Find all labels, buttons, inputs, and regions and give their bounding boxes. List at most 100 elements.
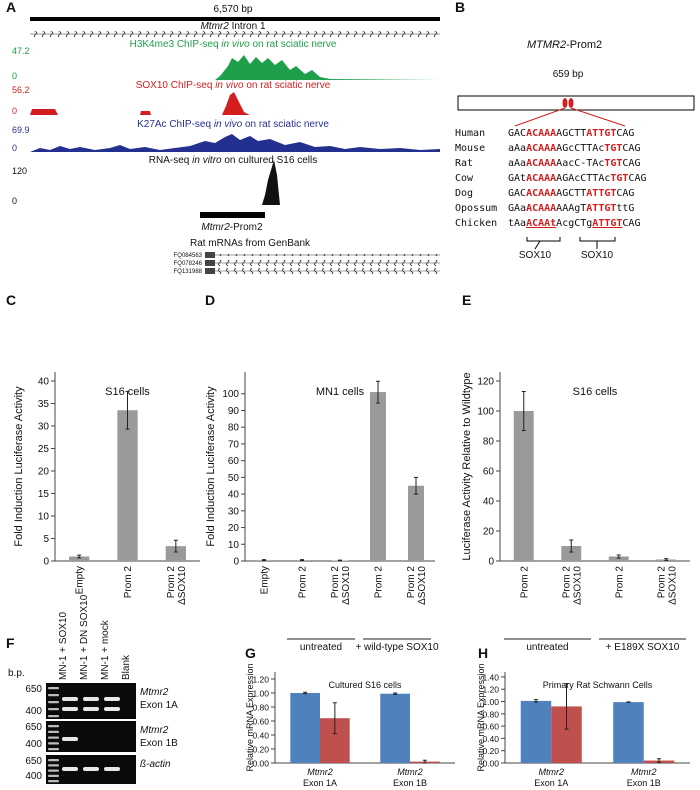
lane-label: MN-1 + mock (100, 619, 111, 680)
group-label: untreated (526, 642, 568, 653)
sequence-segment: AGCTT (556, 188, 586, 199)
error-bar (664, 558, 669, 561)
sequence-segment: AGCTT (556, 128, 586, 139)
x-tick-label: Prom 2 (374, 566, 385, 599)
y-tick-label: 80 (483, 437, 495, 448)
chart-title: Primary Rat Schwann Cells (543, 680, 653, 690)
blot-label: Exon 1A (140, 700, 178, 711)
sequence: tAaACAAtAcgCTgATTGTCAG (508, 218, 640, 229)
bar (520, 700, 552, 763)
sequence-segment: TGT (604, 143, 622, 154)
blot-label: Mtmr2 (140, 687, 169, 698)
y-tick-label: 0 (233, 557, 239, 568)
sequence-segment: ttG (616, 203, 634, 214)
y-tick-label: 1.00 (482, 697, 499, 707)
x-tick-label: Exon 1B (393, 778, 427, 788)
track-min: 0 (12, 196, 17, 206)
species: Dog (455, 188, 473, 199)
y-tick-label: 40 (38, 377, 50, 388)
ladder-band (48, 694, 59, 697)
y-tick-label: 0.00 (252, 759, 269, 769)
x-tick-label: Exon 1A (534, 778, 568, 788)
sequence: aAaACAAAAGcCTTAcTGTCAG (508, 143, 640, 154)
group-label: + E189X SOX10 (606, 642, 680, 653)
sequence: GACACAAAAGCTTATTGTCAG (508, 128, 634, 139)
ladder-band (48, 730, 59, 733)
ladder-band (48, 687, 59, 690)
sequence: GAtACAAAAGAcCTTAcTGTCAG (508, 173, 646, 184)
bar (608, 556, 629, 561)
blot-label: ß-actin (140, 759, 171, 770)
error-bar (300, 559, 304, 562)
blot-label: Exon 1B (140, 738, 178, 749)
gene-label: Mtmr2 Intron 1 (200, 21, 265, 32)
error-bar (533, 699, 538, 703)
sequence-segment: AGcCTTAc (556, 143, 604, 154)
sequence-segment: AGAcCTTAc (556, 173, 610, 184)
ladder-band (48, 701, 59, 704)
scale-label: 6,570 bp (214, 4, 253, 15)
track-label: RNA-seq in vitro on cultured S16 cells (149, 155, 317, 166)
error-bar (332, 702, 337, 735)
error-bar (657, 758, 662, 763)
ladder-band (48, 764, 59, 767)
bar (290, 693, 320, 763)
error-bar (422, 759, 427, 764)
ladder-band (48, 708, 59, 711)
y-axis-label: Luciferase Activity Relative to Wildtype (461, 372, 473, 560)
y-tick-label: 20 (483, 527, 495, 538)
sequence-segment: CAG (622, 158, 640, 169)
chart-title: Cultured S16 cells (328, 680, 402, 690)
error-bar (338, 559, 342, 562)
lane-label: Blank (121, 654, 132, 680)
gel-band (83, 767, 99, 771)
ladder-band (48, 742, 59, 745)
species: Chicken (455, 218, 497, 229)
sequence-segment: CAG (628, 173, 646, 184)
x-tick-label: Mtmr2 (307, 767, 333, 777)
y-tick-label: 70 (228, 439, 240, 450)
y-axis-label: Relative mRNA Expression (476, 663, 486, 771)
marker-label: 650 (25, 722, 42, 733)
promoter-label: Mtmr2-Prom2 (201, 222, 263, 233)
gel-band (104, 697, 120, 701)
y-tick-label: 60 (483, 467, 495, 478)
y-tick-label: 1.20 (482, 685, 499, 695)
species: Mouse (455, 143, 485, 154)
construct-box (457, 95, 695, 111)
track-min: 0 (12, 71, 17, 81)
error-bar (414, 476, 418, 495)
signal-track (30, 160, 280, 205)
gel-band (62, 707, 78, 711)
sequence-segment: ACAAA (526, 188, 556, 199)
sequence: GAaACAAAAAAgTATTGTttG (508, 203, 634, 214)
mrna-id: FQ131988 (174, 269, 203, 275)
sequence-segment: tAa (508, 218, 526, 229)
marker-label: 400 (25, 739, 42, 750)
ladder-band (48, 769, 59, 772)
error-bar (564, 683, 569, 730)
marker-label: 400 (25, 706, 42, 717)
gel-band (62, 697, 78, 701)
bar (408, 485, 424, 561)
sequence-segment: ACAAA (526, 158, 556, 169)
x-tick-label: Mtmr2 (539, 767, 565, 777)
bar (613, 702, 644, 763)
motif-bracket (526, 237, 616, 250)
track-max: 120 (12, 166, 27, 176)
track-max: 47.2 (12, 46, 30, 56)
y-tick-label: 100 (477, 407, 494, 418)
y-tick-label: 100 (222, 389, 239, 400)
motif-label: SOX10 (519, 250, 552, 261)
x-tick-label: Prom 2 (519, 566, 530, 599)
y-tick-label: 0.40 (482, 734, 499, 744)
y-tick-label: 0.40 (252, 731, 269, 741)
sequence-segment: TGT (610, 173, 628, 184)
error-bar (77, 554, 82, 559)
species: Opossum (455, 203, 497, 214)
panel-label: H (478, 645, 488, 661)
zoom-line (514, 107, 566, 127)
y-tick-label: 30 (38, 422, 50, 433)
site (568, 98, 574, 108)
